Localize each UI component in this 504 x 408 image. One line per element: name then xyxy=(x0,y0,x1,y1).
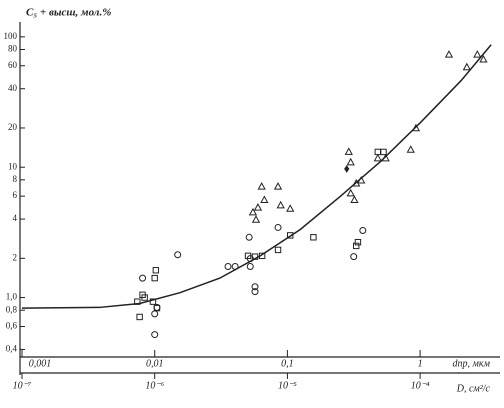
y-tick-label: 20 xyxy=(8,122,18,132)
fit-curve xyxy=(21,44,492,309)
circle-point xyxy=(246,263,254,271)
triangle-point xyxy=(253,203,263,211)
x-tick-label: 1 xyxy=(418,358,423,369)
triangle-point xyxy=(251,215,261,223)
triangle-point xyxy=(344,147,353,155)
x2-tick-label: 10⁻⁴ xyxy=(411,380,430,391)
y-tick-label: 8 xyxy=(13,174,18,184)
y-tick-label: 6 xyxy=(13,190,18,200)
square-point xyxy=(153,304,161,312)
y-tick-label: 40 xyxy=(8,83,18,93)
triangle-point xyxy=(473,50,482,58)
y-tick-label: 2 xyxy=(13,252,18,262)
square-point xyxy=(244,252,252,260)
triangle-point xyxy=(350,195,359,204)
circle-point xyxy=(350,253,358,261)
y-tick-label: 80 xyxy=(8,44,18,54)
triangle-point xyxy=(286,204,295,212)
x2-tick-label: 10⁻⁵ xyxy=(278,380,297,391)
y-tick-label: 0,4 xyxy=(6,344,18,354)
square-point xyxy=(380,148,387,156)
x2-tick-label: 10⁻⁷ xyxy=(13,380,32,391)
square-point xyxy=(274,246,282,254)
x-axis-label: dпр, мкм xyxy=(453,358,491,369)
triangle-point xyxy=(479,54,488,63)
triangle-point xyxy=(346,188,355,197)
triangle-point xyxy=(248,207,258,216)
diamond-point xyxy=(344,165,350,173)
circle-point xyxy=(251,283,259,291)
square-point xyxy=(354,238,362,246)
triangle-point xyxy=(257,182,266,190)
triangle-point xyxy=(462,62,471,71)
square-point xyxy=(141,294,148,301)
x-tick-label: 0,01 xyxy=(146,358,164,369)
x2-tick-label: 10⁻⁶ xyxy=(145,380,164,391)
square-point xyxy=(136,313,143,321)
square-point xyxy=(149,298,157,305)
y-tick-label: 0,8 xyxy=(6,304,18,314)
square-point xyxy=(152,267,160,274)
y-tick-label: 0,6 xyxy=(6,321,18,331)
circle-point xyxy=(139,274,147,282)
circle-point xyxy=(174,251,182,259)
y-tick-label: 60 xyxy=(8,60,18,70)
square-point xyxy=(151,274,158,282)
circle-point xyxy=(359,226,367,234)
circle-point xyxy=(274,223,282,231)
triangle-point xyxy=(346,157,355,166)
square-point xyxy=(287,232,294,239)
triangle-point xyxy=(273,182,283,190)
circle-point xyxy=(151,331,159,339)
y-tick-label: 100 xyxy=(4,31,18,41)
x2-axis-label: D, см²/с xyxy=(456,383,491,394)
circle-point xyxy=(224,263,232,271)
y-tick-label: 10 xyxy=(8,161,18,171)
triangle-point xyxy=(444,50,454,58)
y-tick-label: 1,0 xyxy=(6,292,18,302)
circle-point xyxy=(251,288,259,296)
triangle-point xyxy=(260,195,269,204)
x-tick-label: 0,001 xyxy=(29,358,52,369)
triangle-point xyxy=(373,153,382,162)
y-axis-label: C₅ + высш, мол.% xyxy=(26,7,111,19)
circle-point xyxy=(245,233,253,241)
y-tick-label: 4 xyxy=(13,213,18,223)
triangle-point xyxy=(276,200,285,209)
x-tick-label: 0,1 xyxy=(281,358,294,369)
square-point xyxy=(310,234,317,241)
square-point xyxy=(353,242,360,250)
triangle-point xyxy=(406,145,415,153)
